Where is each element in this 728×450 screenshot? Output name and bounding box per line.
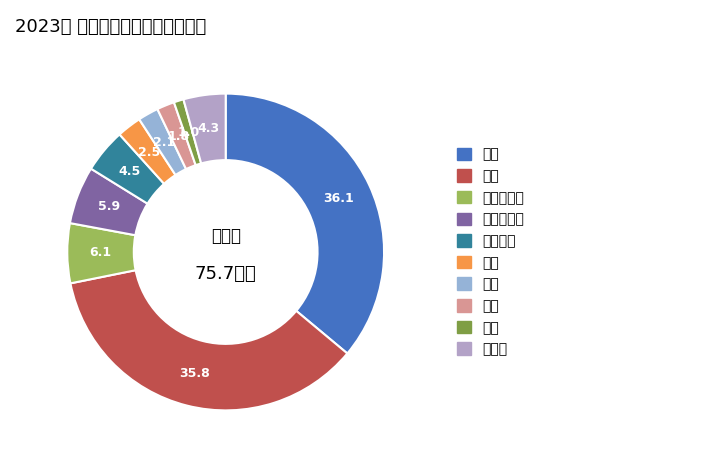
Text: 35.8: 35.8 (180, 367, 210, 380)
Text: 6.1: 6.1 (90, 247, 111, 260)
Wedge shape (174, 99, 201, 165)
Wedge shape (67, 223, 135, 284)
Text: 2.5: 2.5 (138, 146, 160, 159)
Wedge shape (139, 109, 186, 175)
Wedge shape (71, 270, 347, 410)
Text: 4.5: 4.5 (119, 165, 141, 178)
Text: 5.9: 5.9 (98, 200, 120, 213)
Wedge shape (226, 94, 384, 353)
Text: 1.0: 1.0 (178, 126, 199, 139)
Wedge shape (91, 135, 164, 204)
Wedge shape (183, 94, 226, 163)
Text: 75.7億円: 75.7億円 (195, 265, 256, 283)
Wedge shape (119, 119, 175, 184)
Text: 2.1: 2.1 (154, 136, 175, 149)
Text: 総　額: 総 額 (210, 227, 241, 245)
Text: 4.3: 4.3 (198, 122, 220, 135)
Text: 1.8: 1.8 (167, 130, 189, 143)
Wedge shape (70, 169, 148, 235)
Text: 2023年 輸出相手国のシェア（％）: 2023年 輸出相手国のシェア（％） (15, 18, 206, 36)
Wedge shape (157, 102, 196, 169)
Legend: 中国, タイ, マレーシア, フィリピン, ベトナム, 米国, 香港, 台湾, 韓国, その他: 中国, タイ, マレーシア, フィリピン, ベトナム, 米国, 香港, 台湾, … (451, 141, 531, 363)
Text: 36.1: 36.1 (324, 193, 355, 206)
